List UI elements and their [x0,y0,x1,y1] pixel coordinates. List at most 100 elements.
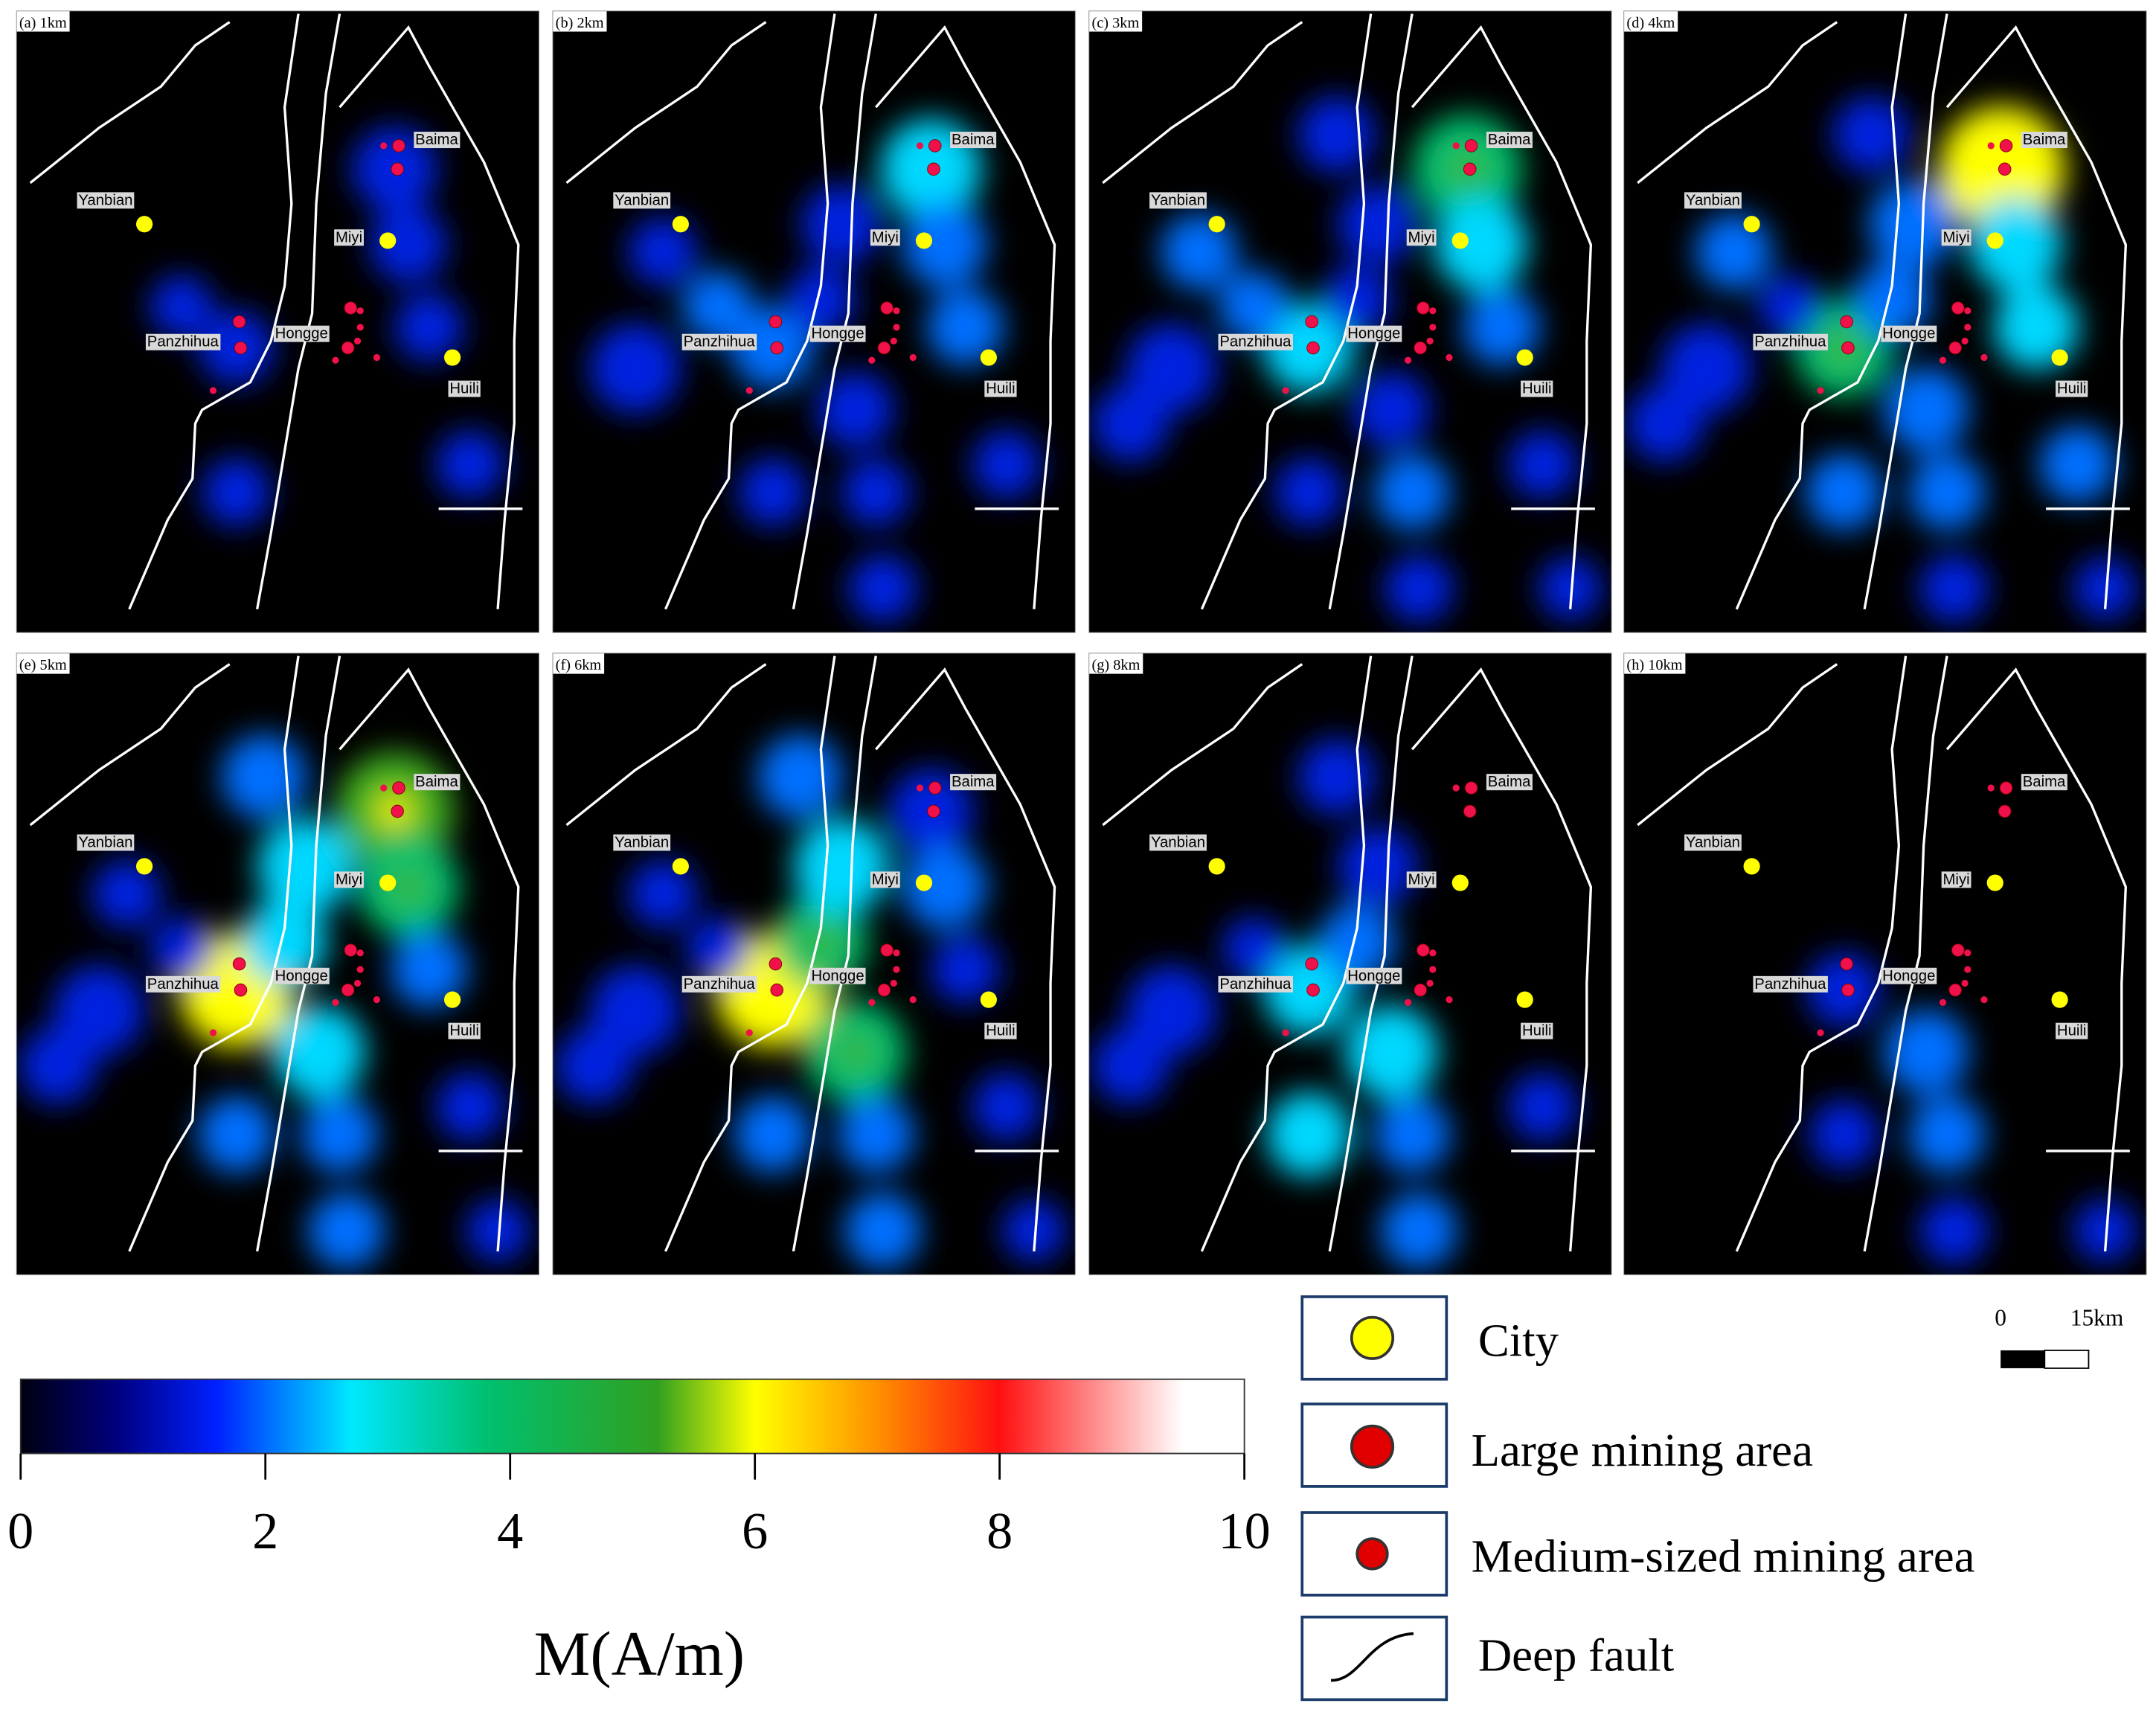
large-symbol [1350,1424,1395,1469]
large-mine [344,301,358,315]
heat-blob [1091,385,1169,462]
large-mine [1306,341,1320,355]
heat-blob [1434,198,1528,292]
fault [1945,667,2128,1251]
place-label-bg [1521,1022,1553,1039]
heat-blob [1908,1096,1986,1173]
city [1986,874,2003,891]
place-label-bg [1149,192,1207,209]
place-label-bg [334,229,364,246]
place-label-bg [984,380,1017,397]
large-mine [232,957,246,971]
heat-blob [801,184,882,264]
place-label-bg [1753,975,1828,993]
heat-blob [972,430,1042,499]
fault [1637,663,1838,827]
legend-text: Large mining area [1472,1424,1813,1476]
place-label-bg [273,967,330,984]
city [980,349,997,366]
place-label: Miyi [1408,871,1435,888]
heat-blob [308,1192,385,1269]
panel-label-bg [1623,653,1686,674]
large-mine [877,983,891,997]
panels: Yanbian Miyi Panzhihua Hongge Baima Huili (a) … [16,10,2147,1275]
legend [1300,1295,1448,1702]
large-mine [1305,957,1318,971]
large-mine [1417,943,1430,957]
heat-blob [2073,1199,2137,1263]
large-mine [1305,315,1318,329]
place-label: Baima [2023,774,2066,790]
fault [1411,25,1593,609]
medium-mine [1404,998,1412,1006]
heat-blob [1919,554,1989,623]
medium-mine [373,353,381,362]
panel-label-bg [1623,10,1678,32]
large-mine [1417,301,1430,315]
scale-text: 15km [2070,1305,2124,1331]
place-label: Huili [449,381,479,397]
heat-blob [589,323,681,414]
large-mine [927,162,940,176]
place-label: Panzhihua [147,976,219,993]
scale-bar: 0 15km [1995,1305,2124,1369]
city [135,216,153,233]
large-mine [234,983,248,997]
map-panel: Yanbian Miyi Panzhihua Hongge Baima Huili (c) … [1088,10,1612,633]
city [672,216,689,233]
heat-blob [902,844,988,930]
place-label: Huili [449,1023,479,1039]
place-label-bg [1346,967,1402,984]
heat-blob [435,1072,505,1141]
heat-blob [972,1072,1042,1141]
heat-blob [19,1027,97,1105]
place-label: Panzhihua [1219,976,1292,993]
heat-core [838,1035,872,1069]
fault [565,663,767,827]
medium-mine [890,979,897,987]
medium-mine [1446,996,1453,1004]
place-label-bg [681,975,757,993]
large-mine [1414,983,1427,997]
medium-mine [916,142,924,150]
place-label: Huili [1522,381,1552,397]
heat-blob [1463,289,1540,366]
large-mine [341,341,355,355]
medium-mine [380,784,388,792]
medium-mine [1426,337,1434,344]
place-label: Baima [1488,774,1531,790]
heat-blob [1695,213,1773,290]
place-label: Yanbian [78,834,132,850]
heat-blob [926,289,1004,366]
medium-mine [1987,784,1995,792]
large-mine [1464,781,1478,795]
medium-mine [868,998,876,1006]
place-label: Baima [952,774,995,790]
large-mine [770,341,784,355]
large-mine [341,983,355,997]
large-mine [392,139,405,153]
medium-mine [909,353,917,362]
heat-blob [1274,458,1344,527]
large-mine [1463,162,1477,176]
colorbar-label: M(A/m) [534,1619,745,1689]
large-mine [391,804,404,818]
fault [1411,667,1593,1251]
heat-blob [1868,180,1957,269]
medium-mine [1961,337,1969,344]
heat-blob [786,265,856,335]
map-border [552,653,1076,1275]
map-bg [1623,653,2147,1275]
place-label: Hongge [275,326,328,342]
medium-mine [1980,996,1988,1004]
place-label: Miyi [1943,871,1970,888]
fault [128,13,300,610]
place-label-bg [1218,975,1293,993]
place-label-bg [414,132,461,149]
tick-label: 6 [742,1502,768,1560]
colorbar-ticks: 0 2 4 6 8 10 [7,1453,1271,1560]
place-label: Hongge [1347,968,1400,984]
large-mine [1414,341,1427,355]
medium-mine [380,142,388,150]
place-label: Yanbian [1686,192,1740,208]
